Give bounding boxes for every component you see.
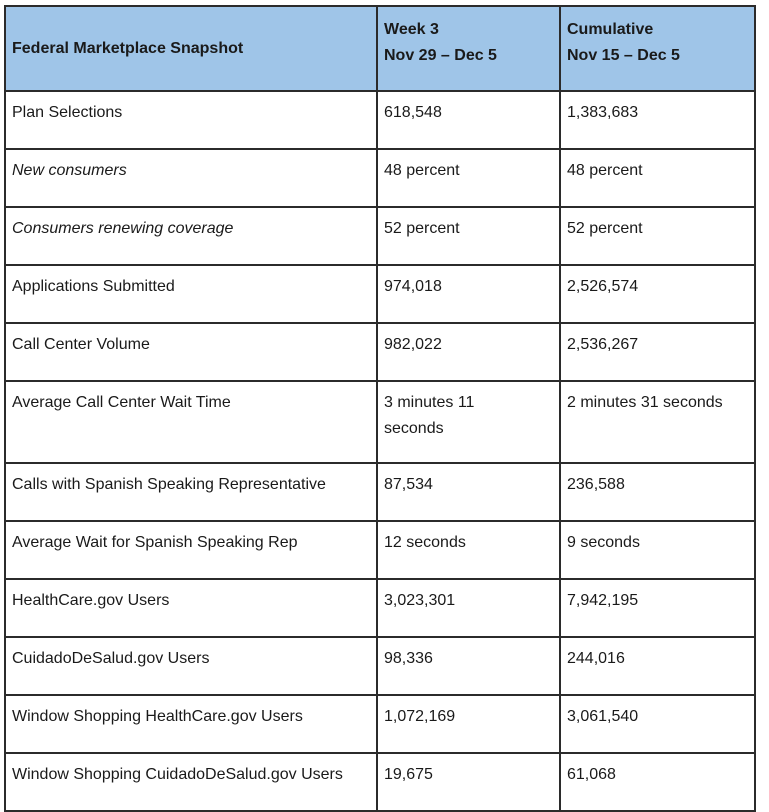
week3-value-cell: 52 percent <box>376 206 561 266</box>
week3-header-label: Week 3 <box>384 21 439 38</box>
row-label-cell: Plan Selections <box>4 90 378 150</box>
cumulative-header-label: Cumulative <box>567 21 654 38</box>
cumulative-value-cell: 2,526,574 <box>559 264 756 324</box>
week3-value-cell: 12 seconds <box>376 520 561 580</box>
week3-value-cell: 87,534 <box>376 462 561 522</box>
row-label-cell: Window Shopping CuidadoDeSalud.gov Users <box>4 752 378 812</box>
row-label-cell: HealthCare.gov Users <box>4 578 378 638</box>
header-cell-title: Federal Marketplace Snapshot <box>4 5 378 92</box>
header-cell-week3: Week 3 Nov 29 – Dec 5 <box>376 5 561 92</box>
cumulative-value-cell: 236,588 <box>559 462 756 522</box>
table-row: Average Call Center Wait Time 3 minutes … <box>4 380 756 464</box>
week3-value-cell: 1,072,169 <box>376 694 561 754</box>
table-row: Average Wait for Spanish Speaking Rep 12… <box>4 520 756 580</box>
cumulative-value-cell: 2,536,267 <box>559 322 756 382</box>
row-label-cell: Applications Submitted <box>4 264 378 324</box>
week3-value-cell: 48 percent <box>376 148 561 208</box>
table-row: HealthCare.gov Users 3,023,301 7,942,195 <box>4 578 756 638</box>
cumulative-value-cell: 7,942,195 <box>559 578 756 638</box>
table-body: Plan Selections 618,548 1,383,683 New co… <box>4 90 756 812</box>
table-row: Call Center Volume 982,022 2,536,267 <box>4 322 756 382</box>
week3-header-daterange: Nov 29 – Dec 5 <box>384 47 497 64</box>
table-row: Consumers renewing coverage 52 percent 5… <box>4 206 756 266</box>
table-header: Federal Marketplace Snapshot Week 3 Nov … <box>4 5 756 92</box>
cumulative-header-daterange: Nov 15 – Dec 5 <box>567 47 680 64</box>
header-cell-cumulative: Cumulative Nov 15 – Dec 5 <box>559 5 756 92</box>
week3-value-cell: 3 minutes 11 seconds <box>376 380 561 464</box>
table-row: New consumers 48 percent 48 percent <box>4 148 756 208</box>
cumulative-value-cell: 52 percent <box>559 206 756 266</box>
table-row: Window Shopping CuidadoDeSalud.gov Users… <box>4 752 756 812</box>
row-label-cell: Average Call Center Wait Time <box>4 380 378 464</box>
table-row: CuidadoDeSalud.gov Users 98,336 244,016 <box>4 636 756 696</box>
federal-marketplace-snapshot-table: Federal Marketplace Snapshot Week 3 Nov … <box>4 5 756 812</box>
table-row: Calls with Spanish Speaking Representati… <box>4 462 756 522</box>
cumulative-value-cell: 48 percent <box>559 148 756 208</box>
row-label-cell: New consumers <box>4 148 378 208</box>
table-title: Federal Marketplace Snapshot <box>12 39 244 57</box>
cumulative-value-cell: 9 seconds <box>559 520 756 580</box>
week3-value-cell: 982,022 <box>376 322 561 382</box>
cumulative-value-cell: 1,383,683 <box>559 90 756 150</box>
row-label-cell: CuidadoDeSalud.gov Users <box>4 636 378 696</box>
table-row: Applications Submitted 974,018 2,526,574 <box>4 264 756 324</box>
cumulative-value-cell: 2 minutes 31 seconds <box>559 380 756 464</box>
week3-value-cell: 98,336 <box>376 636 561 696</box>
table-row: Window Shopping HealthCare.gov Users 1,0… <box>4 694 756 754</box>
row-label-cell: Consumers renewing coverage <box>4 206 378 266</box>
week3-value-cell: 19,675 <box>376 752 561 812</box>
header-row: Federal Marketplace Snapshot Week 3 Nov … <box>4 5 756 92</box>
row-label-cell: Average Wait for Spanish Speaking Rep <box>4 520 378 580</box>
cumulative-value-cell: 244,016 <box>559 636 756 696</box>
row-label-cell: Call Center Volume <box>4 322 378 382</box>
table-row: Plan Selections 618,548 1,383,683 <box>4 90 756 150</box>
week3-value-cell: 3,023,301 <box>376 578 561 638</box>
week3-value-cell: 974,018 <box>376 264 561 324</box>
row-label-cell: Calls with Spanish Speaking Representati… <box>4 462 378 522</box>
row-label-cell: Window Shopping HealthCare.gov Users <box>4 694 378 754</box>
cumulative-value-cell: 61,068 <box>559 752 756 812</box>
week3-value-cell: 618,548 <box>376 90 561 150</box>
cumulative-value-cell: 3,061,540 <box>559 694 756 754</box>
